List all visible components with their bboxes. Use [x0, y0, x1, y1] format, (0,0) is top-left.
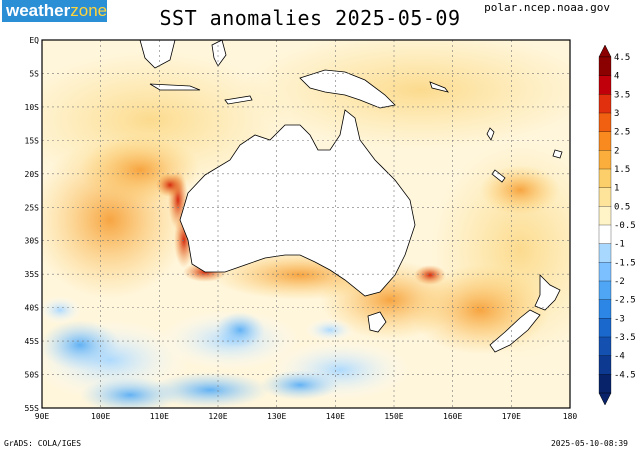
lat-label: 20S — [25, 170, 40, 179]
new-caledonia-outline — [491, 169, 506, 183]
colorbar-bottom-arrow — [598, 392, 612, 406]
source-url: polar.ncep.noaa.gov — [484, 1, 610, 14]
lon-label: 120E — [208, 412, 227, 421]
colorbar-swatch — [598, 280, 612, 301]
colorbar-label: -1.5 — [614, 258, 636, 268]
colorbar-label: -2 — [614, 277, 625, 287]
colorbar-label: -4.5 — [614, 370, 636, 380]
logo-text-weather: weather — [6, 1, 71, 20]
lon-label: 150E — [384, 412, 403, 421]
colorbar-swatch — [598, 75, 612, 95]
weatherzone-logo: weatherzone — [2, 0, 107, 22]
footer-credit: GrADS: COLA/IGES — [4, 439, 82, 448]
sulawesi-outline — [211, 39, 227, 67]
colorbar-swatch — [598, 318, 612, 338]
colorbar-label: -1 — [614, 240, 625, 250]
colorbar-label: 1.5 — [614, 165, 630, 175]
colorbar-label: -3 — [614, 314, 625, 324]
logo-text-zone: zone — [70, 1, 108, 20]
lat-label: 15S — [25, 136, 40, 145]
colorbar-label: 3.5 — [614, 90, 630, 100]
lon-label: 140E — [326, 412, 345, 421]
colorbar-swatch — [598, 355, 612, 375]
lon-label: 170E — [502, 412, 521, 421]
graticule — [42, 40, 570, 408]
map-title: SST anomalies 2025-05-09 — [159, 6, 461, 30]
plot-frame — [41, 39, 571, 409]
colorbar-swatch — [598, 262, 612, 282]
footer-timestamp: 2025-05-10-08:39 — [550, 439, 628, 448]
colorbar-swatch — [598, 131, 612, 151]
colorbar-top-arrow — [598, 44, 612, 58]
colorbar-swatch — [598, 168, 612, 189]
colorbar-label: 4 — [614, 72, 619, 82]
colorbar-label: -0.5 — [614, 221, 636, 231]
lat-label: 45S — [25, 337, 40, 346]
lat-label: 35S — [25, 270, 40, 279]
colorbar-label: 2 — [614, 146, 619, 156]
colorbar-label: 2.5 — [614, 128, 630, 138]
tasmania-outline — [367, 311, 387, 333]
new-guinea-outline — [299, 69, 396, 109]
java-outline — [149, 83, 201, 91]
colorbar-label: -4 — [614, 352, 625, 362]
nz-north-island-outline — [534, 274, 561, 311]
lat-label: 5S — [29, 69, 39, 78]
colorbar-swatch — [598, 94, 612, 114]
timor-outline — [224, 95, 253, 105]
colorbar-swatch — [598, 206, 612, 226]
lat-label: EQ — [29, 36, 39, 45]
colorbar-label: 4.5 — [614, 53, 630, 63]
colorbar-swatch — [598, 112, 612, 133]
colorbar-swatch — [598, 56, 612, 77]
lon-label: 110E — [150, 412, 169, 421]
colorbar-swatch — [598, 224, 612, 245]
lat-label: 10S — [25, 103, 40, 112]
lat-label: 25S — [25, 203, 40, 212]
colorbar-label: 3 — [614, 109, 619, 119]
lat-label: 50S — [25, 371, 40, 380]
colorbar-swatch — [598, 243, 612, 263]
nz-south-island-outline — [489, 309, 541, 353]
latitude-labels: EQ 5S 10S 15S 20S 25S 30S 35S 40S 45S 50S 55S — [25, 36, 40, 413]
lat-label: 30S — [25, 237, 40, 246]
colorbar: 4.5 4 3.5 3 2.5 2 1.5 1 0.5 -0.5 -1 -1.5 -2 -2.5 -3 -3.… — [598, 44, 636, 406]
lon-label: 160E — [443, 412, 462, 421]
colorbar-label: 1 — [614, 184, 619, 194]
longitude-labels: 90E 100E 110E 120E 130E 140E 150E 160E 170E 180 — [35, 412, 578, 421]
vanuatu-outline — [486, 127, 495, 141]
australia-outline — [179, 109, 416, 297]
lon-label: 90E — [35, 412, 50, 421]
colorbar-swatch — [598, 299, 612, 319]
lat-label: 55S — [25, 404, 40, 413]
solomon-islands-outline — [429, 81, 449, 93]
landmasses — [139, 39, 563, 353]
lat-label: 40S — [25, 304, 40, 313]
lon-label: 180 — [563, 412, 578, 421]
colorbar-label: 0.5 — [614, 202, 630, 212]
colorbar-label: -2.5 — [614, 296, 636, 306]
lon-label: 130E — [267, 412, 286, 421]
colorbar-swatch — [598, 187, 612, 207]
colorbar-swatch — [598, 374, 612, 394]
colorbar-label: -3.5 — [614, 333, 636, 343]
colorbar-swatch — [598, 150, 612, 170]
lon-label: 100E — [91, 412, 110, 421]
fiji-outline — [552, 149, 563, 159]
colorbar-swatch — [598, 336, 612, 357]
